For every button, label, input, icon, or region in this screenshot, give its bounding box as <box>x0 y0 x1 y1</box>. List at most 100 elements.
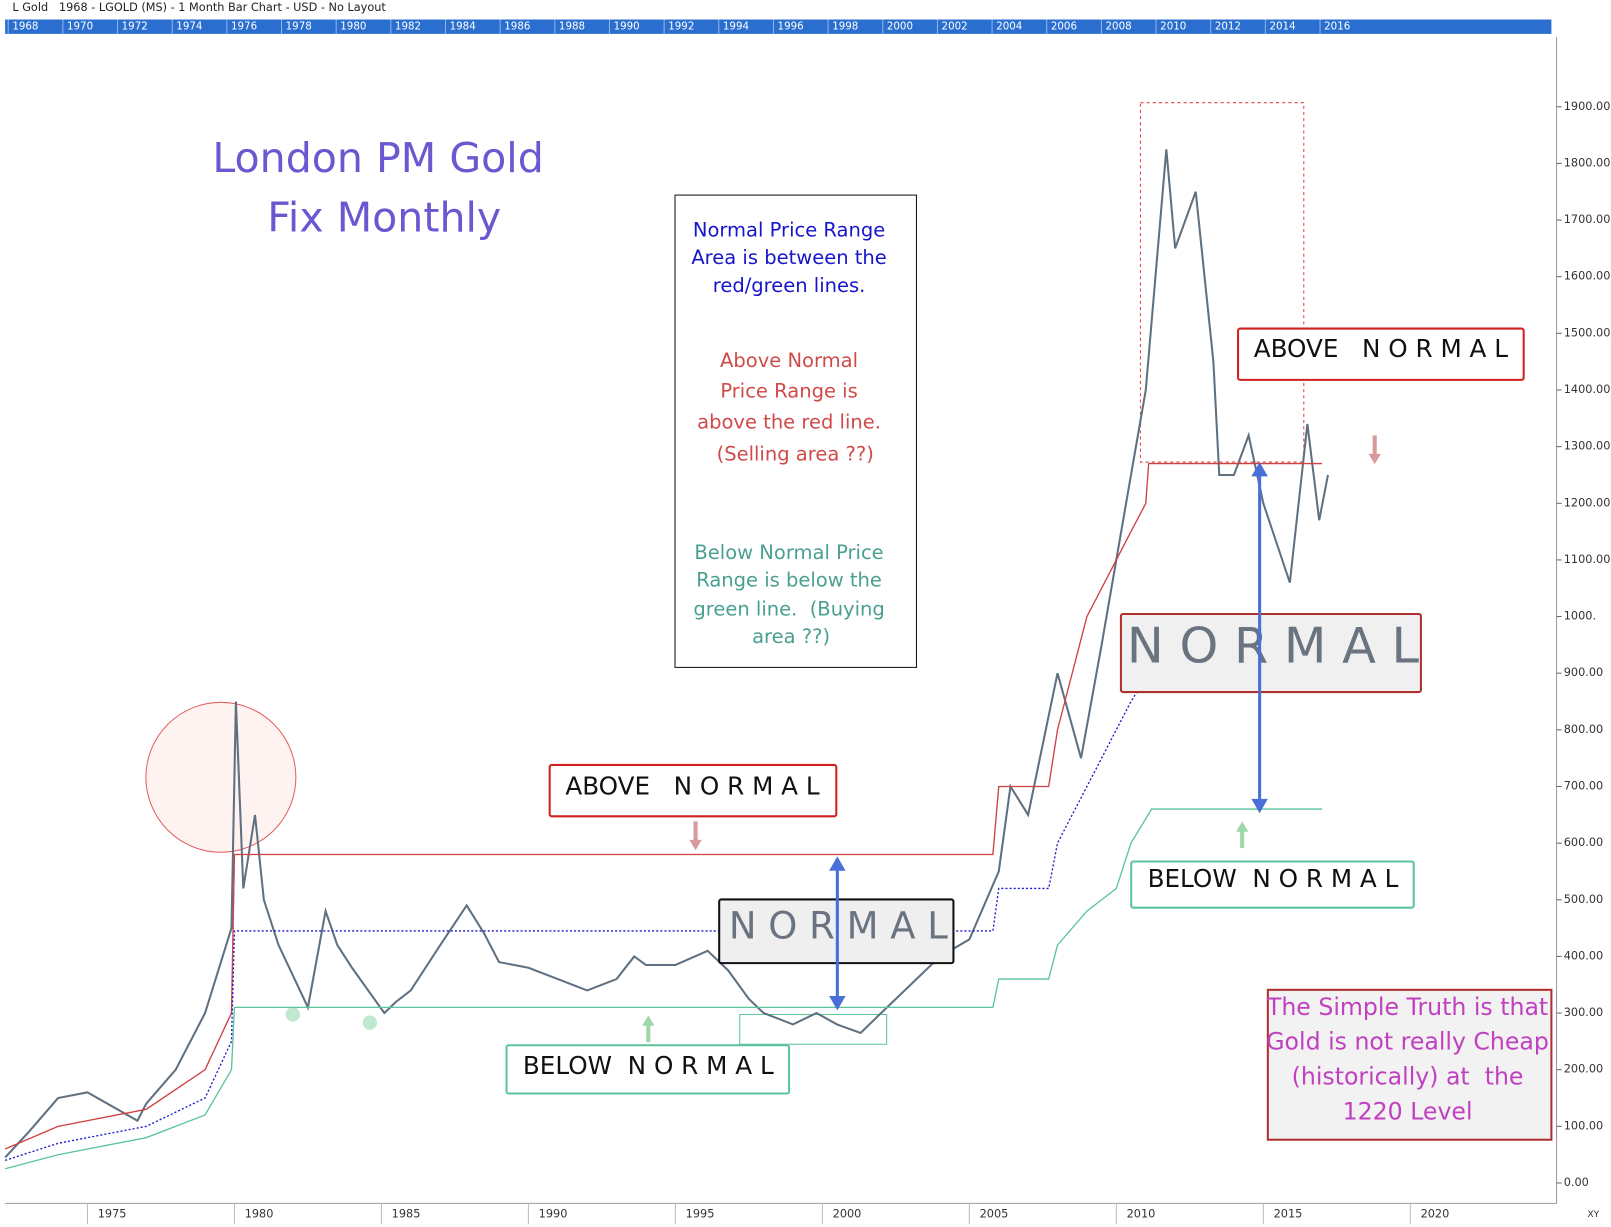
info-text: Price Range is <box>720 380 857 403</box>
y-tick-label: 1000. <box>1564 610 1596 623</box>
x-tick-label: 1980 <box>245 1208 274 1221</box>
below-label: BELOW N O R M A L <box>523 1051 774 1080</box>
navigator-label: 1982 <box>395 21 421 33</box>
below-label: BELOW N O R M A L <box>1148 864 1399 893</box>
info-text: (Selling area ??) <box>717 442 874 465</box>
y-tick-label: 1300.00 <box>1564 440 1611 453</box>
highlight-rect <box>1139 102 1305 463</box>
info-text: area ??) <box>752 625 830 648</box>
label-box <box>505 1044 791 1095</box>
info-text: Range is below the <box>696 569 882 592</box>
info-text: Above Normal <box>720 349 858 372</box>
navigator-label: 2002 <box>942 21 968 33</box>
y-tick-label: 600.00 <box>1564 836 1603 849</box>
range-arrows <box>829 462 1268 1011</box>
navigator-label: 1988 <box>559 21 585 33</box>
x-tick-label: 2005 <box>980 1208 1009 1221</box>
navigator-label: 1992 <box>668 21 694 33</box>
y-tick-label: 1900.00 <box>1564 100 1611 113</box>
x-tick-label: 1985 <box>392 1208 421 1221</box>
truth-box <box>1266 988 1553 1141</box>
series-line <box>4 808 1323 1170</box>
info-text: Below Normal Price <box>694 541 883 564</box>
truth-text: (historically) at the <box>1292 1063 1524 1091</box>
above-label: ABOVE N O R M A L <box>1254 334 1509 363</box>
truth-text: 1220 Level <box>1343 1098 1473 1126</box>
navigator-label: 1986 <box>504 21 530 33</box>
header: L Gold 1968 - LGOLD (MS) - 1 Month Bar C… <box>12 1 386 14</box>
highlight-circle <box>145 701 297 853</box>
label-box <box>1237 327 1525 381</box>
label-box <box>1119 612 1422 694</box>
x-tick-label: 2015 <box>1274 1208 1303 1221</box>
navigator-label: 2000 <box>887 21 913 33</box>
title: London PM Gold <box>212 134 543 182</box>
navigator-label: 1978 <box>286 21 312 33</box>
y-tick-label: 1600.00 <box>1564 270 1611 283</box>
y-tick-label: 1400.00 <box>1564 383 1611 396</box>
navigator-label: 2016 <box>1324 21 1350 33</box>
navigator-label: 1976 <box>231 21 257 33</box>
x-tick-label: 2010 <box>1127 1208 1156 1221</box>
y-tick-label: 300.00 <box>1564 1006 1603 1019</box>
series-line <box>4 149 1329 1159</box>
navigator-label: 1968 <box>12 21 38 33</box>
y-tick-label: 1700.00 <box>1564 213 1611 226</box>
info-text: Area is between the <box>691 246 886 269</box>
navigator-label: 1996 <box>778 21 804 33</box>
y-tick-label: 700.00 <box>1564 779 1603 792</box>
info-text: above the red line. <box>697 411 881 434</box>
x-tick-label: 1995 <box>686 1208 715 1221</box>
truth-text: The Simple Truth is that <box>1266 993 1548 1021</box>
y-tick-label: 200.00 <box>1564 1063 1603 1076</box>
x-tick-label: 2000 <box>833 1208 862 1221</box>
navigator-label: 1970 <box>67 21 93 33</box>
info-text: green line. (Buying <box>693 597 884 620</box>
plot <box>4 102 1329 1170</box>
y-tick-label: 1100.00 <box>1564 553 1611 566</box>
y-tick-label: 500.00 <box>1564 893 1603 906</box>
navigator-label: 2006 <box>1051 21 1077 33</box>
series-line <box>4 672 1150 1161</box>
navigator-label: 1994 <box>723 21 749 33</box>
info-text: Normal Price Range <box>693 219 885 242</box>
navigator-label: 1980 <box>340 21 366 33</box>
navigator-label: 1984 <box>450 21 476 33</box>
x-tick-label: 2020 <box>1421 1208 1450 1221</box>
series-line <box>4 462 1323 1150</box>
navigator-label: 1974 <box>176 21 202 33</box>
x-tick-label: 1975 <box>98 1208 127 1221</box>
navigator-label: 1998 <box>832 21 858 33</box>
truth-text: Gold is not really Cheap <box>1266 1028 1549 1056</box>
title: Fix Monthly <box>267 194 501 242</box>
navigator-label: 2014 <box>1269 21 1295 33</box>
navigator[interactable] <box>5 19 1552 34</box>
marker <box>362 1015 378 1030</box>
navigator-label: 2010 <box>1160 21 1186 33</box>
navigator-label: 1972 <box>122 21 148 33</box>
label-box <box>548 763 838 818</box>
normal-label: N O R M A L <box>1127 616 1420 674</box>
annotations: London PM Gold Fix Monthly Normal Price … <box>212 134 1599 1220</box>
y-tick-label: 0.00 <box>1564 1176 1589 1189</box>
small-arrows <box>642 435 1381 1043</box>
above-label: ABOVE N O R M A L <box>565 772 820 801</box>
info-box <box>674 194 917 668</box>
navigator-label: 2004 <box>996 21 1022 33</box>
navigator-label: 1990 <box>614 21 640 33</box>
y-tick-label: 1500.00 <box>1564 326 1611 339</box>
y-tick-label: 100.00 <box>1564 1119 1603 1132</box>
navigator-labels: 1968 1970 1972 1974 1976 1978 1980 1982 1984 1986… <box>7 19 1350 34</box>
label-box <box>1130 860 1415 909</box>
y-tick-label: 400.00 <box>1564 949 1603 962</box>
navigator-label: 2008 <box>1106 21 1132 33</box>
y-tick-label: 800.00 <box>1564 723 1603 736</box>
x-tick-label: 1990 <box>539 1208 568 1221</box>
y-tick-label: 1800.00 <box>1564 156 1611 169</box>
navigator-label: 2012 <box>1215 21 1241 33</box>
y-tick-label: 900.00 <box>1564 666 1603 679</box>
corner-label[interactable]: XY <box>1587 1209 1599 1220</box>
y-tick-label: 1200.00 <box>1564 496 1611 509</box>
marker <box>285 1007 301 1022</box>
